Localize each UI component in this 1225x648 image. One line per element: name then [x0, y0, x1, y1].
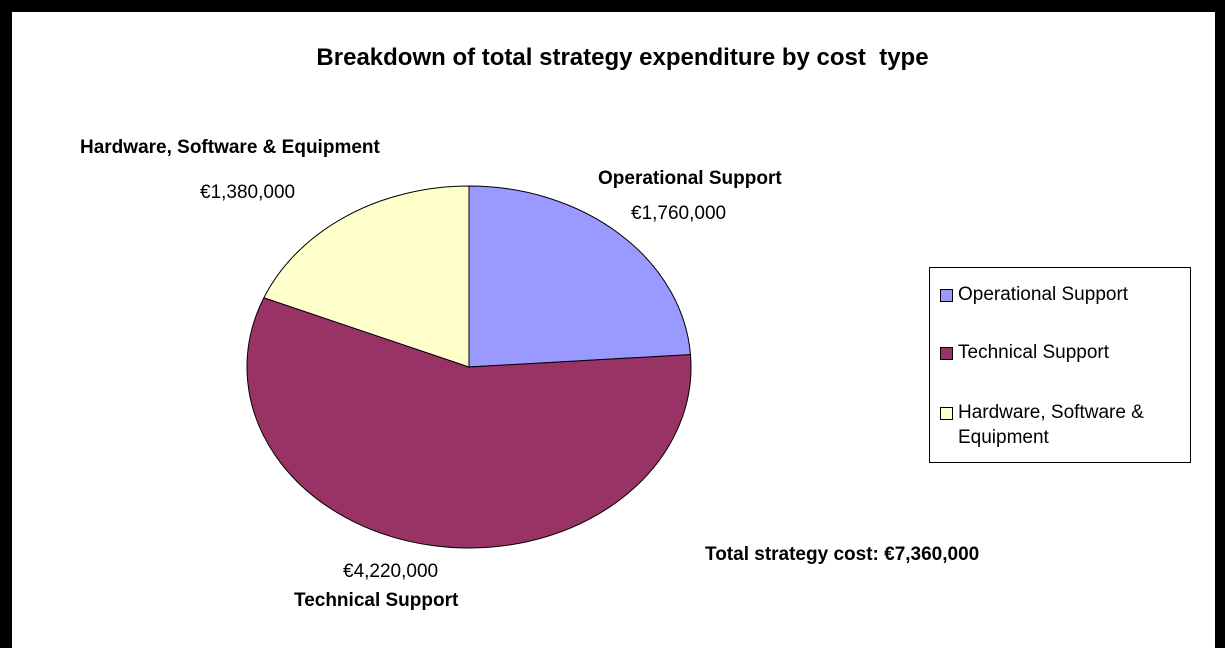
slice-category-label-operational: Operational Support — [598, 168, 782, 189]
legend-item-hardware: Hardware, Software & Equipment — [940, 400, 1190, 450]
slice-category-label-technical: Technical Support — [294, 590, 459, 611]
slice-value-label-technical: €4,220,000 — [343, 561, 439, 582]
total-cost-label: Total strategy cost: €7,360,000 — [705, 544, 980, 565]
slice-value-label-hardware: €1,380,000 — [200, 182, 296, 203]
chart-legend: Operational Support Technical Support Ha… — [929, 267, 1191, 463]
frame-border-top — [0, 0, 1225, 12]
legend-label-operational: Operational Support — [958, 284, 1129, 305]
legend-item-operational: Operational Support — [940, 282, 1190, 307]
slice-value-label-operational: €1,760,000 — [631, 203, 727, 224]
pie-slice-technical — [246, 297, 692, 549]
frame-border-left — [0, 0, 12, 648]
legend-item-technical: Technical Support — [940, 340, 1190, 365]
legend-swatch-operational — [940, 289, 953, 302]
frame-border-right — [1217, 0, 1225, 648]
legend-swatch-hardware — [940, 407, 953, 420]
legend-label-technical: Technical Support — [958, 342, 1110, 363]
legend-label-hardware: Hardware, Software & Equipment — [958, 402, 1144, 448]
slice-category-label-hardware: Hardware, Software & Equipment — [80, 137, 380, 158]
legend-swatch-technical — [940, 347, 953, 360]
pie-slice-operational — [468, 185, 692, 368]
chart-title: Breakdown of total strategy expenditure … — [316, 44, 929, 71]
pie-slice-hardware — [263, 185, 470, 368]
